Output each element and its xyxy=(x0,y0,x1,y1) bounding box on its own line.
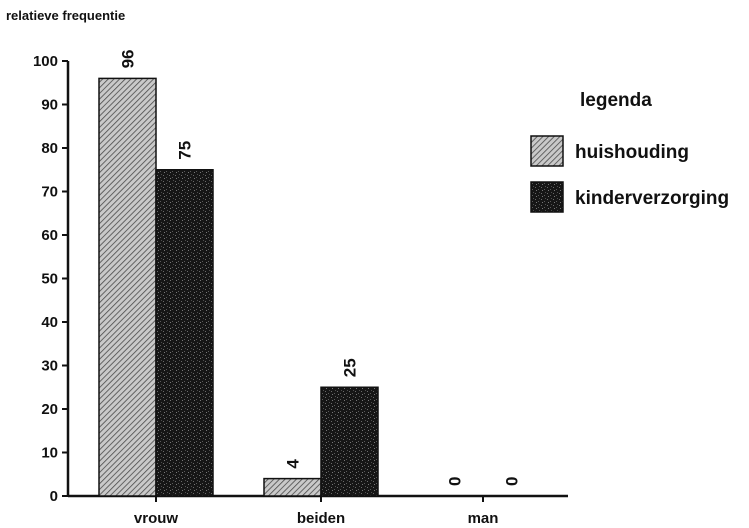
data-label-kinderverzorging-beiden: 25 xyxy=(341,358,360,377)
legend-title: legenda xyxy=(580,90,652,111)
legend-label-kinderverzorging: kinderverzorging xyxy=(575,188,729,209)
y-tick-label: 20 xyxy=(41,401,58,418)
data-label-huishouding-man: 0 xyxy=(446,477,465,486)
y-tick-label: 0 xyxy=(50,488,58,505)
x-tick-label-vrouw: vrouw xyxy=(134,510,179,527)
legend-label-huishouding: huishouding xyxy=(575,142,689,163)
y-tick-label: 40 xyxy=(41,314,58,331)
legend-swatch-kinderverzorging xyxy=(530,181,564,213)
y-tick-label: 30 xyxy=(41,358,58,375)
data-label-huishouding-vrouw: 96 xyxy=(119,49,138,68)
data-label-kinderverzorging-vrouw: 75 xyxy=(176,141,195,160)
y-tick-label: 70 xyxy=(41,184,58,201)
y-axis-label: relatieve frequentie xyxy=(6,8,125,23)
x-axis: vrouw beiden man xyxy=(68,494,568,527)
data-label-kinderverzorging-man: 0 xyxy=(503,477,522,486)
x-tick-label-beiden: beiden xyxy=(297,510,345,527)
y-tick-label: 10 xyxy=(41,445,58,462)
bar-kinderverzorging-beiden xyxy=(320,386,379,497)
bar-kinderverzorging-vrouw xyxy=(155,169,214,497)
y-tick-label: 100 xyxy=(33,53,58,70)
y-axis: 0 10 20 30 40 50 60 70 80 90 100 xyxy=(33,53,70,505)
legend: legenda huishouding kinderverzorging xyxy=(530,90,729,213)
bar-huishouding-vrouw xyxy=(98,77,157,497)
y-tick-label: 60 xyxy=(41,227,58,244)
bars-group xyxy=(98,77,379,497)
bar-huishouding-beiden xyxy=(263,477,322,497)
legend-swatch-huishouding xyxy=(530,135,564,167)
data-label-huishouding-beiden: 4 xyxy=(284,459,303,469)
y-tick-label: 50 xyxy=(41,271,58,288)
bar-labels-group: 96 75 4 25 0 0 xyxy=(119,49,522,486)
y-tick-label: 80 xyxy=(41,140,58,157)
x-tick-label-man: man xyxy=(468,510,499,527)
y-tick-label: 90 xyxy=(41,97,58,114)
